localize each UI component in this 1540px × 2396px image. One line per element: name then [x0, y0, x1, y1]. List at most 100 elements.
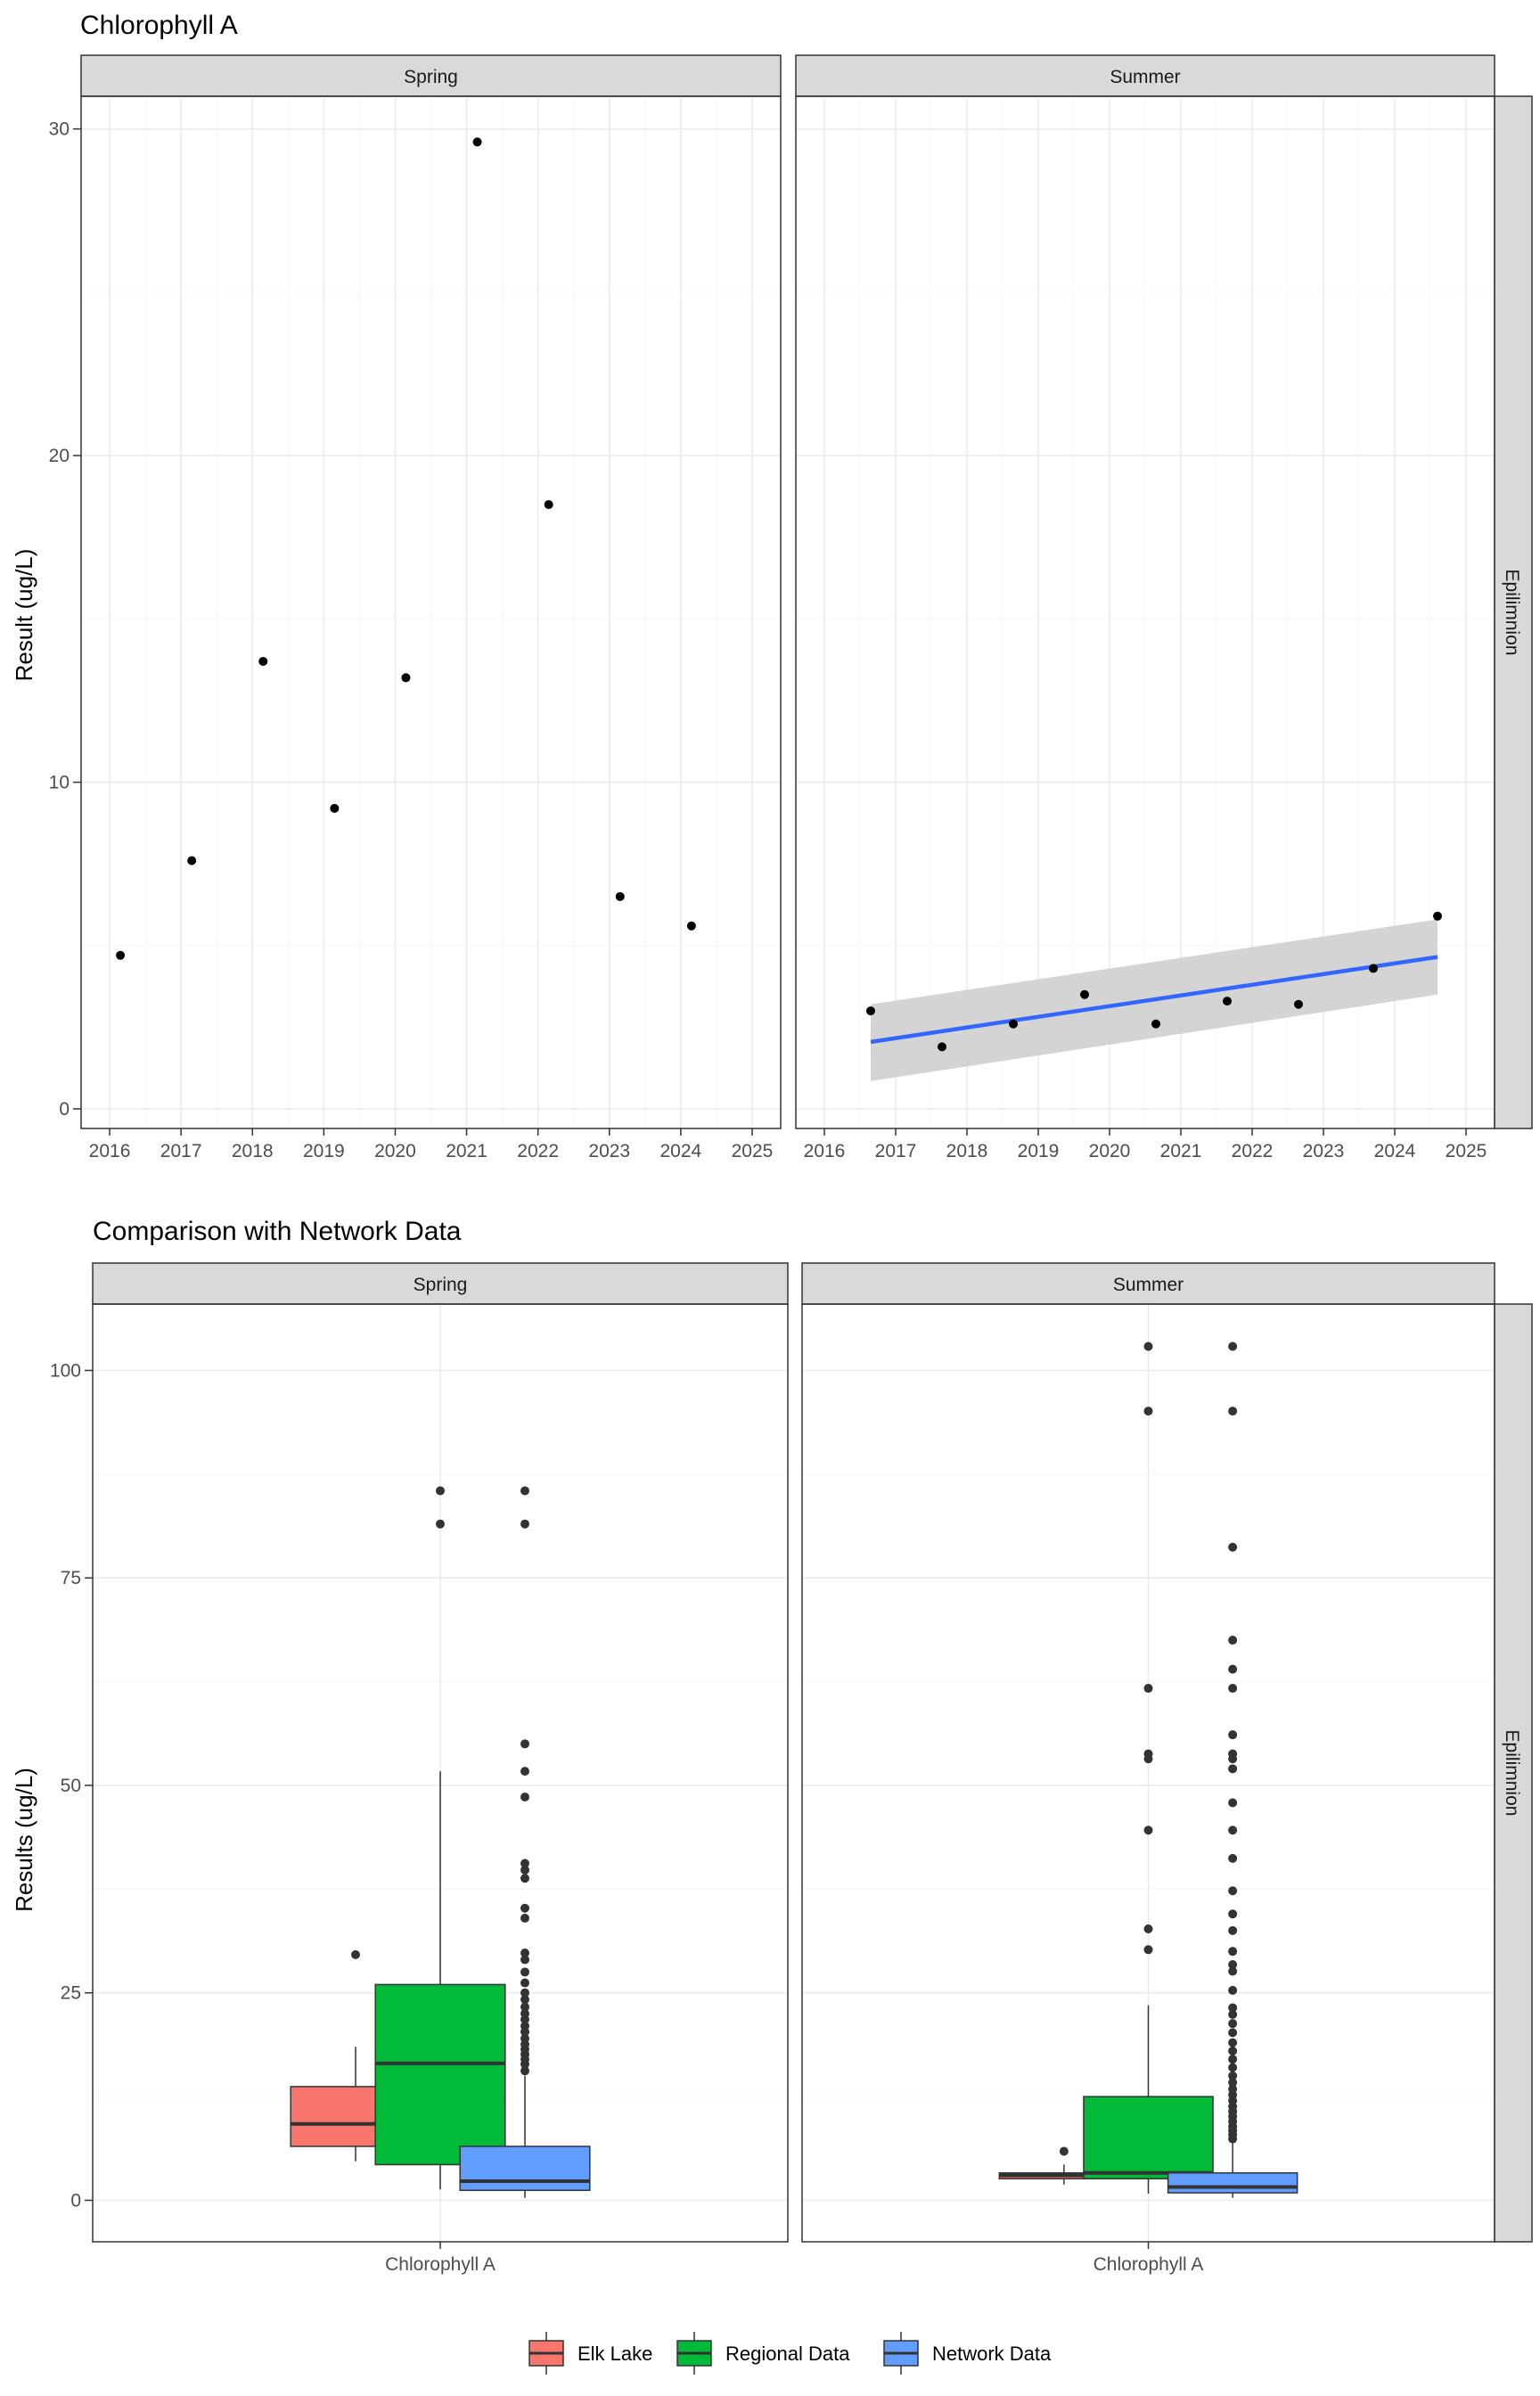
facet-strip — [801, 1262, 1495, 1305]
y-tick-label: 20 — [49, 446, 70, 466]
outlier-point — [520, 1792, 530, 1801]
x-tick-label: 2020 — [1089, 1141, 1131, 1161]
y-tick-label: 75 — [61, 1568, 81, 1588]
chart-title: Comparison with Network Data — [93, 1217, 462, 1246]
outlier-point — [520, 2033, 530, 2043]
data-point — [1009, 1019, 1018, 1029]
x-tick-label: 2024 — [1374, 1141, 1416, 1161]
x-tick-label: 2018 — [232, 1141, 274, 1161]
outlier-point — [1228, 2003, 1238, 2013]
outlier-point — [1228, 1966, 1238, 1976]
outlier-point — [520, 1739, 530, 1749]
row-strip — [1494, 1303, 1533, 2243]
outlier-point — [1228, 1925, 1238, 1935]
outlier-point — [520, 1865, 530, 1875]
outlier-point — [520, 2066, 530, 2076]
y-axis-label: Results (ug/L) — [11, 1768, 37, 1912]
box-network-data — [459, 1486, 591, 2198]
box-regional-data — [1083, 1342, 1214, 2195]
facet-panel-summer: Summer Chlorophyll A — [801, 1262, 1495, 2275]
facet-strip-label: Summer — [1113, 1275, 1184, 1295]
outlier-point — [1228, 1636, 1238, 1645]
x-tick-label: 2024 — [659, 1141, 701, 1161]
x-tick-label: 2019 — [303, 1141, 345, 1161]
outlier-point — [1228, 1947, 1238, 1957]
scatter-chart: Chlorophyll A Result (ug/L) 0 10 20 30 Spring 2… — [11, 11, 1533, 1161]
outlier-point — [520, 2002, 530, 2012]
x-tick-label: 2023 — [1303, 1141, 1345, 1161]
outlier-point — [520, 1967, 530, 1977]
outlier-point — [1143, 1924, 1153, 1934]
data-point — [1433, 911, 1442, 921]
facet-strip — [795, 54, 1495, 97]
data-point — [938, 1042, 946, 1052]
x-tick-label: 2022 — [517, 1141, 559, 1161]
outlier-point — [1228, 1985, 1238, 1995]
outlier-point — [520, 1978, 530, 1988]
outlier-point — [520, 1874, 530, 1883]
y-tick-label: 30 — [49, 119, 70, 140]
outlier-point — [436, 1486, 445, 1496]
facet-panel-spring: Spring Chlorophyll A — [92, 1262, 789, 2275]
y-tick-label: 0 — [59, 1099, 70, 1120]
outlier-point — [1228, 1342, 1238, 1351]
outlier-point — [520, 1767, 530, 1776]
data-point — [1294, 999, 1303, 1009]
outlier-point — [1228, 2028, 1238, 2038]
y-tick-label: 50 — [61, 1776, 81, 1796]
outlier-point — [520, 1955, 530, 1965]
outlier-point — [1228, 1407, 1238, 1416]
facet-strip-label: Spring — [414, 1275, 468, 1295]
outlier-point — [1143, 1342, 1153, 1351]
outlier-point — [1228, 1798, 1238, 1808]
outlier-point — [520, 2008, 530, 2018]
outlier-point — [1228, 1909, 1238, 1919]
outlier-point — [1228, 2038, 1238, 2047]
outlier-point — [1143, 1684, 1153, 1694]
facet-panel-summer: Summer 2016 2017 2018 2019 2020 2021 2022 2023 20… — [795, 54, 1495, 1161]
row-strip-label: Epilimnion — [1502, 1730, 1522, 1817]
row-strip-label: Epilimnion — [1502, 570, 1522, 656]
x-tick-label: 2017 — [160, 1141, 202, 1161]
box-chart: Comparison with Network Data Results (ug/… — [11, 1217, 1533, 2375]
outlier-point — [1228, 1764, 1238, 1774]
outlier-point — [1228, 1730, 1238, 1740]
outlier-point — [520, 1903, 530, 1913]
x-tick-label: Chlorophyll A — [385, 2254, 496, 2275]
box-network-data — [1167, 1342, 1298, 2198]
panel-border — [92, 1303, 789, 2243]
facet-strip — [80, 54, 782, 97]
data-point — [330, 803, 340, 813]
y-tick-label: 100 — [50, 1360, 81, 1381]
data-point — [866, 1006, 875, 1016]
panel-border — [80, 95, 782, 1129]
box-body — [1083, 2096, 1214, 2179]
box-body — [459, 2146, 591, 2192]
data-point — [686, 921, 696, 931]
outlier-point — [1143, 1407, 1153, 1416]
outlier-point — [1143, 1749, 1153, 1759]
outlier-point — [1228, 2046, 1238, 2055]
legend-label: Network Data — [932, 2343, 1052, 2365]
data-point — [258, 656, 268, 666]
data-point — [1223, 997, 1232, 1006]
outlier-point — [1228, 1684, 1238, 1694]
x-tick-label: 2025 — [732, 1141, 774, 1161]
outlier-point — [1059, 2146, 1069, 2156]
outlier-point — [520, 1913, 530, 1923]
x-tick-label: 2025 — [1446, 1141, 1487, 1161]
outlier-point — [1143, 1945, 1153, 1955]
x-tick-label: 2018 — [946, 1141, 988, 1161]
outlier-point — [1228, 2055, 1238, 2064]
trend-line — [870, 955, 1438, 1045]
x-tick-label: Chlorophyll A — [1094, 2254, 1204, 2275]
chart-title: Chlorophyll A — [80, 11, 238, 40]
legend-item: Regional Data — [676, 2332, 850, 2375]
data-point — [615, 891, 625, 901]
x-tick-label: 2023 — [588, 1141, 630, 1161]
legend: Elk Lake Regional Data Network Data — [528, 2332, 1052, 2375]
outlier-point — [520, 1859, 530, 1868]
outlier-point — [520, 1995, 530, 2005]
outlier-point — [1228, 2009, 1238, 2019]
